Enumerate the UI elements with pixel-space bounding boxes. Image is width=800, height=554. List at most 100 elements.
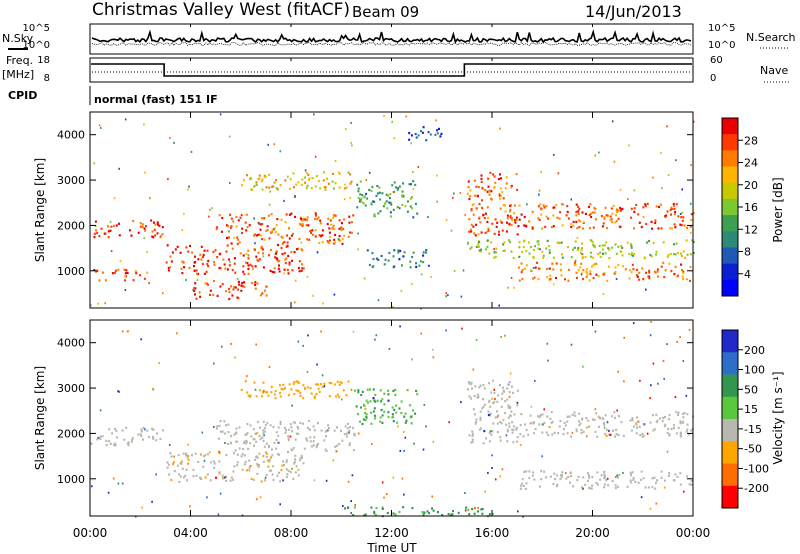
echo-cell: [411, 196, 413, 199]
echo-cell: [519, 433, 522, 436]
echo-cell: [470, 209, 473, 212]
echo-cell: [299, 394, 302, 397]
echo-cell: [525, 249, 528, 253]
echo-cell: [602, 293, 605, 296]
echo-cell: [314, 212, 317, 215]
echo-cell: [655, 502, 658, 505]
echo-cell: [581, 247, 584, 250]
echo-cell: [217, 437, 220, 440]
echo-cell: [153, 228, 156, 231]
echo-cell: [508, 224, 511, 227]
echo-cell: [317, 387, 320, 390]
echo-cell: [184, 474, 187, 477]
echo-cell: [284, 221, 287, 224]
echo-cell: [471, 387, 473, 390]
echo-cell: [498, 230, 500, 233]
echo-cell: [573, 411, 576, 414]
echo-cell: [181, 229, 184, 231]
echo-cell: [493, 391, 496, 394]
echo-cell: [536, 261, 538, 264]
echo-cell: [282, 460, 284, 463]
echo-cell: [398, 510, 401, 514]
echo-cell: [657, 275, 659, 278]
echo-cell: [383, 263, 386, 266]
echo-cell: [298, 260, 301, 263]
echo-cell: [586, 472, 589, 475]
echo-cell: [473, 512, 476, 515]
echo-cell: [632, 478, 635, 481]
colorbar-block: [722, 374, 738, 398]
echo-cell: [515, 428, 518, 431]
echo-cell: [592, 243, 595, 247]
velocity-ylabel: Slant Range [km]: [33, 366, 47, 470]
echo-cell: [494, 255, 497, 259]
echo-cell: [192, 475, 195, 478]
echo-cell: [580, 262, 583, 265]
echo-cell: [481, 187, 484, 190]
echo-cell: [420, 307, 422, 310]
echo-cell: [665, 214, 668, 217]
echo-cell: [216, 256, 219, 259]
echo-cell: [278, 259, 281, 263]
echo-cell: [305, 171, 308, 175]
echo-cell: [451, 513, 454, 516]
echo-cell: [345, 394, 348, 397]
echo-cell: [392, 420, 395, 423]
echo-cell: [279, 392, 281, 395]
echo-cell: [324, 448, 327, 451]
echo-cell: [261, 245, 263, 248]
echo-cell: [681, 188, 683, 191]
echo-cell: [329, 219, 332, 222]
echo-cell: [327, 424, 330, 427]
echo-cell: [288, 263, 291, 266]
echo-cell: [509, 414, 512, 417]
echo-cell: [415, 136, 418, 139]
echo-cell: [679, 483, 682, 486]
echo-cell: [360, 197, 363, 200]
echo-cell: [124, 118, 127, 121]
echo-cell: [166, 461, 169, 464]
echo-cell: [572, 248, 574, 251]
echo-cell: [644, 203, 647, 206]
echo-cell: [688, 433, 691, 436]
echo-cell: [110, 225, 113, 228]
echo-cell: [610, 246, 613, 249]
echo-cell: [590, 265, 593, 268]
echo-cell: [496, 221, 499, 224]
echo-cell: [393, 249, 396, 252]
echo-cell: [315, 214, 317, 217]
echo-cell: [204, 454, 207, 457]
echo-cell: [664, 416, 666, 419]
echo-cell: [218, 267, 221, 270]
echo-cell: [525, 264, 528, 267]
echo-cell: [650, 220, 653, 223]
echo-cell: [414, 412, 417, 415]
echo-cell: [381, 421, 384, 424]
echo-cell: [323, 385, 326, 388]
echo-cell: [352, 449, 355, 452]
echo-cell: [441, 514, 444, 517]
echo-cell: [247, 257, 250, 260]
echo-cell: [270, 213, 273, 216]
echo-cell: [117, 390, 119, 393]
echo-cell: [683, 490, 685, 493]
echo-cell: [237, 288, 240, 291]
echo-cell: [262, 255, 265, 258]
echo-cell: [336, 380, 339, 383]
echo-cell: [176, 245, 179, 248]
echo-cell: [517, 510, 519, 513]
echo-cell: [124, 279, 126, 282]
echo-cell: [639, 434, 642, 437]
echo-cell: [294, 458, 297, 461]
echo-cell: [371, 443, 373, 446]
echo-cell: [192, 468, 195, 471]
echo-cell: [488, 432, 491, 435]
echo-cell: [468, 218, 471, 221]
echo-cell: [468, 198, 471, 201]
echo-cell: [307, 224, 310, 227]
echo-cell: [506, 398, 509, 401]
echo-cell: [93, 269, 96, 272]
echo-cell: [614, 487, 617, 490]
echo-cell: [547, 217, 550, 220]
echo-cell: [675, 432, 678, 435]
